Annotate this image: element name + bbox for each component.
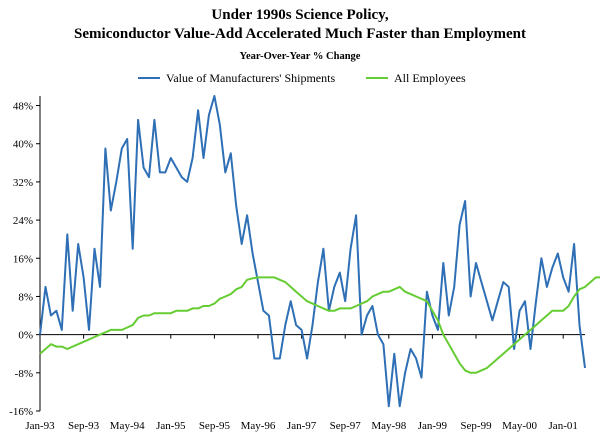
legend-item-shipments: Value of Manufacturers' Shipments — [138, 70, 335, 86]
series-line-shipments — [39, 95, 586, 408]
x-tick-label: May-00 — [502, 420, 537, 432]
y-tick-label: 16% — [13, 253, 33, 265]
y-tick-label: -16% — [9, 406, 33, 418]
x-tick-label: Jan-95 — [156, 420, 186, 432]
x-tick-label: Jan-01 — [549, 420, 578, 432]
x-tick-label: Sep-99 — [460, 420, 492, 432]
legend-swatch-employees — [366, 77, 388, 79]
x-tick-label: May-94 — [110, 420, 145, 432]
x-tick-label: Jan-99 — [418, 420, 448, 432]
x-tick-label: Sep-93 — [68, 420, 100, 432]
x-tick-label: Sep-97 — [330, 420, 362, 432]
legend-label-employees: All Employees — [394, 70, 466, 85]
x-tick-label: Jan-93 — [25, 420, 55, 432]
y-tick-label: 0% — [18, 330, 33, 342]
y-tick-label: 8% — [18, 291, 33, 303]
x-tick-label: Jan-97 — [287, 420, 317, 432]
x-tick-label: May-98 — [371, 420, 406, 432]
x-tick-label: May-96 — [241, 420, 276, 432]
chart-title-line1: Under 1990s Science Policy, — [211, 7, 389, 23]
y-tick-label: 24% — [13, 215, 33, 227]
chart-legend: Value of Manufacturers' Shipments All Em… — [0, 70, 600, 86]
x-tick-label: Sep-95 — [199, 420, 231, 432]
y-tick-label: -8% — [15, 368, 33, 380]
chart-subtitle: Year-Over-Year % Change — [239, 51, 361, 62]
chart-title-line2: Semiconductor Value-Add Accelerated Much… — [74, 26, 526, 42]
y-tick-label: 32% — [13, 177, 33, 189]
y-tick-label: 48% — [13, 101, 33, 113]
legend-label-shipments: Value of Manufacturers' Shipments — [166, 70, 336, 85]
legend-swatch-shipments — [138, 77, 160, 79]
legend-item-employees: All Employees — [366, 70, 466, 86]
series-line-employees — [39, 276, 600, 374]
y-tick-label: 40% — [13, 139, 33, 151]
